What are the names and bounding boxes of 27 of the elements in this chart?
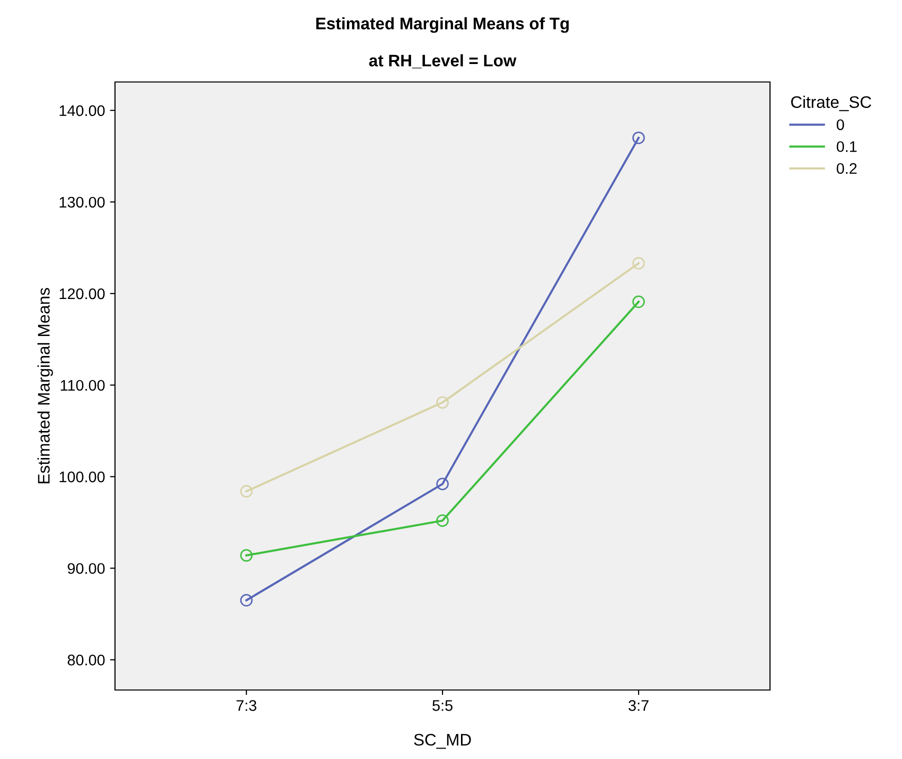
y-tick-label: 90.00 bbox=[68, 563, 105, 574]
legend-title: Citrate_SC bbox=[791, 96, 872, 112]
y-tick-label: 140.00 bbox=[60, 105, 105, 116]
legend-label: 0 bbox=[836, 119, 844, 130]
chart-title: Estimated Marginal Means of Tg bbox=[316, 17, 569, 33]
point bbox=[632, 257, 645, 270]
y-tick-label: 80.00 bbox=[68, 654, 105, 666]
legend-label: 0.1 bbox=[836, 141, 857, 152]
chart-subtitle: at RH_Level = Low bbox=[369, 54, 516, 68]
y-tick-label: 110.00 bbox=[60, 380, 105, 391]
x-tick-label: 3:7 bbox=[628, 700, 648, 711]
point bbox=[632, 132, 645, 144]
y-tick-label: 120.00 bbox=[60, 288, 105, 300]
y-tick-label: 130.00 bbox=[60, 196, 105, 208]
x-tick-label: 7:3 bbox=[236, 700, 256, 711]
legend-label: 0.2 bbox=[836, 163, 857, 174]
y-tick-label: 100.00 bbox=[60, 472, 105, 482]
point bbox=[436, 396, 449, 409]
point bbox=[436, 514, 449, 527]
point bbox=[632, 296, 645, 308]
point bbox=[240, 594, 253, 607]
point bbox=[240, 549, 253, 562]
y-axis-title: Estimated Marginal Means bbox=[37, 288, 53, 484]
point bbox=[240, 485, 253, 498]
point bbox=[436, 478, 449, 490]
x-tick-label: 5:5 bbox=[432, 700, 452, 711]
x-axis-title: SC_MD bbox=[414, 734, 471, 749]
